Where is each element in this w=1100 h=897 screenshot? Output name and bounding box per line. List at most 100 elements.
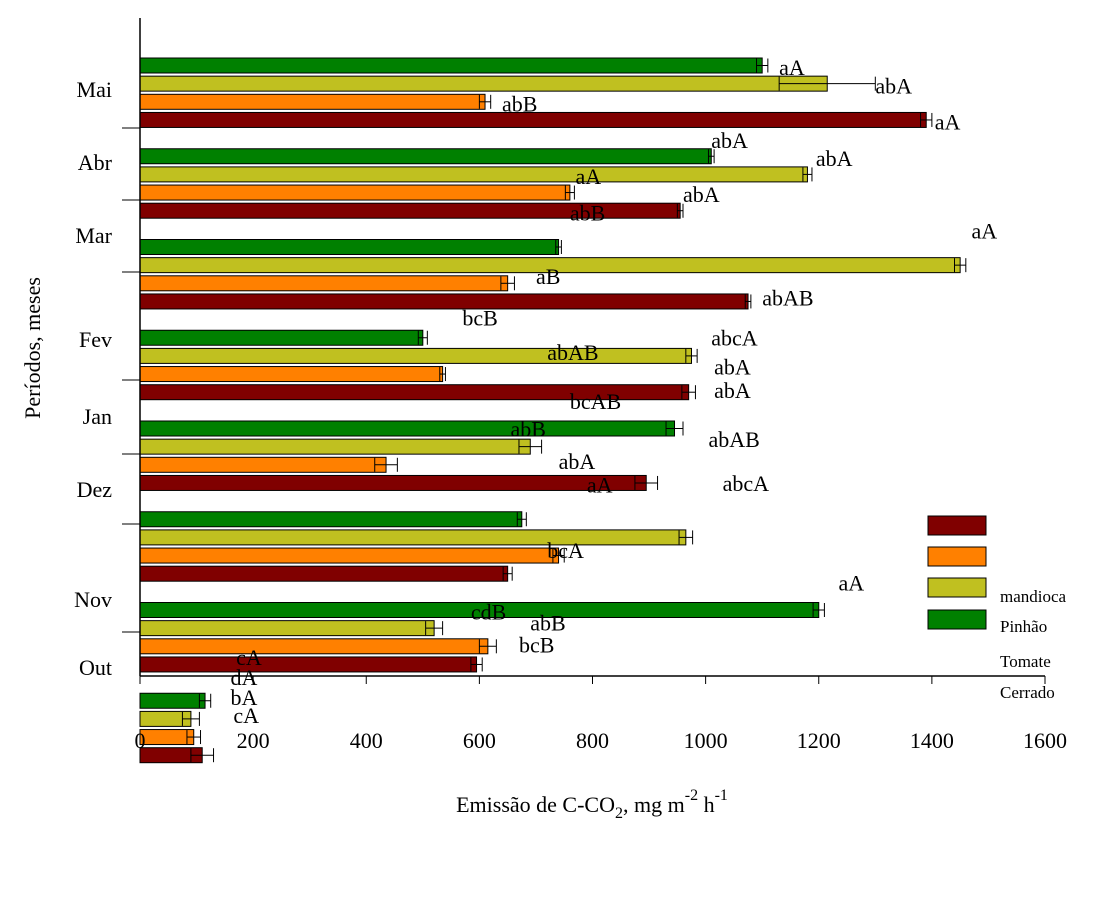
x-tick-label: 1200 [797, 728, 841, 753]
data-label: cA [236, 645, 262, 670]
y-tick-label-mar: Mar [75, 223, 112, 248]
error-bar-dez-cerrado [470, 657, 483, 672]
bar-fev-b-cerrado [139, 474, 647, 491]
x-tick-label: 200 [237, 728, 270, 753]
data-label: dA [231, 665, 258, 690]
bar-abr-tomate [139, 184, 571, 201]
x-tick-label: 0 [135, 728, 146, 753]
y-tick-label-abr: Abr [78, 150, 113, 175]
bar-mai-pinhão [139, 57, 763, 74]
error-bar-dez-tomate [478, 639, 497, 654]
x-tick-label: 600 [463, 728, 496, 753]
error-bar-jan-mandioca [678, 530, 694, 545]
data-label: cA [233, 703, 259, 728]
error-bar-abr-mandioca [802, 167, 813, 182]
error-bar-abr-pinhão [707, 149, 715, 164]
error-bar-abr-tomate [564, 185, 575, 200]
legend-swatch [927, 577, 987, 598]
error-bar-fev-b-mandioca [518, 439, 543, 454]
data-label: abA [683, 182, 720, 207]
error-bar-fev-a-cerrado [681, 385, 696, 400]
bar-mar-tomate [139, 275, 509, 292]
error-bar-dez-pinhão [812, 603, 825, 617]
bar-mai-tomate [139, 93, 486, 110]
error-bar-fev-b-cerrado [634, 475, 659, 490]
data-label: abAB [708, 427, 759, 452]
error-bars-layer [181, 58, 967, 763]
data-label: bcAB [570, 389, 621, 414]
data-label: bcA [547, 538, 584, 563]
y-axis-title: Períodos, meses [20, 277, 45, 419]
bar-dez-mandioca [139, 620, 435, 637]
x-tick-label: 1000 [684, 728, 728, 753]
error-bar-abr-cerrado [676, 203, 684, 218]
bar-dez-cerrado [139, 656, 478, 673]
error-bar-nov-pinhão [198, 693, 212, 708]
data-label: bcB [462, 306, 497, 331]
y-tick-label-jan: Jan [83, 404, 112, 429]
y-tick-label-mai: Mai [77, 77, 112, 102]
bar-dez-tomate [139, 638, 489, 655]
data-label: aB [536, 264, 560, 289]
x-tick-label: 800 [576, 728, 609, 753]
error-bar-mar-cerrado [744, 294, 752, 309]
bar-fev-a-pinhão [139, 329, 424, 346]
data-label: abB [570, 200, 605, 225]
data-label: abAB [762, 286, 813, 311]
bar-nov-pinhão [139, 692, 206, 709]
error-bar-mai-mandioca [778, 76, 876, 91]
data-label: bA [231, 685, 258, 710]
bar-fev-b-mandioca [139, 438, 531, 455]
x-tick-label: 400 [350, 728, 383, 753]
bar-mar-cerrado [139, 293, 749, 310]
error-bar-nov-cerrado [190, 748, 215, 763]
bar-jan-tomate [139, 547, 560, 564]
legend-label-mandioca: mandioca [1000, 587, 1067, 606]
bar-nov-tomate [139, 729, 195, 746]
error-bar-fev-a-mandioca [685, 348, 698, 363]
legend-label-tomate: Tomate [1000, 652, 1051, 671]
error-bar-fev-a-pinhão [417, 330, 428, 345]
data-label: abB [530, 611, 565, 636]
bar-jan-cerrado [139, 565, 509, 582]
bar-jan-mandioca [139, 529, 687, 546]
data-label: abAB [547, 340, 598, 365]
bar-mar-pinhão [139, 239, 560, 255]
x-tick-label: 1400 [910, 728, 954, 753]
data-label: aA [971, 219, 997, 244]
data-label: abA [816, 146, 853, 171]
error-bar-jan-cerrado [502, 566, 513, 581]
bar-fev-b-pinhão [139, 420, 676, 437]
error-bar-mar-pinhão [555, 240, 562, 254]
error-bar-fev-a-tomate [439, 367, 446, 382]
data-label: abA [711, 128, 748, 153]
y-tick-label-dez: Dez [77, 477, 113, 502]
legend-swatch [927, 609, 987, 630]
data-label: abA [875, 73, 912, 98]
error-bar-nov-tomate [186, 730, 202, 745]
legend-label-pinhao: Pinhão [1000, 617, 1047, 636]
data-label: bcB [519, 632, 554, 657]
error-bar-mai-pinhão [756, 58, 769, 73]
x-axis-title: Emissão de C-CO2, mg m-2 h-1 [456, 787, 728, 822]
data-label: abA [714, 378, 751, 403]
y-tick-label-fev: Fev [79, 327, 112, 352]
bar-fev-b-tomate [139, 456, 387, 473]
legend: mandioca Pinhão Tomate Cerrado [927, 515, 1067, 702]
legend-swatch [927, 515, 987, 536]
bar-fev-a-mandioca [139, 347, 692, 364]
legend-label-cerrado: Cerrado [1000, 683, 1055, 702]
error-bar-fev-b-pinhão [665, 421, 684, 436]
data-label: cdB [471, 600, 506, 625]
data-label: aA [839, 571, 865, 596]
y-tick-label-nov: Nov [74, 587, 112, 612]
data-label: abcA [723, 471, 770, 496]
annotations-layer: aAabAabBaAabAabAaAabAabBaAaBabABbcBabcAa… [231, 55, 998, 728]
ticks-layer: Mai Abr Mar Fev Jan Dez Nov Out 0 200 400 600 800 100… [74, 77, 1067, 753]
data-label: abcA [711, 326, 758, 351]
bar-mai-mandioca [139, 75, 828, 92]
data-label: abA [714, 355, 751, 380]
data-label: abA [559, 449, 596, 474]
data-label: aA [587, 473, 613, 498]
